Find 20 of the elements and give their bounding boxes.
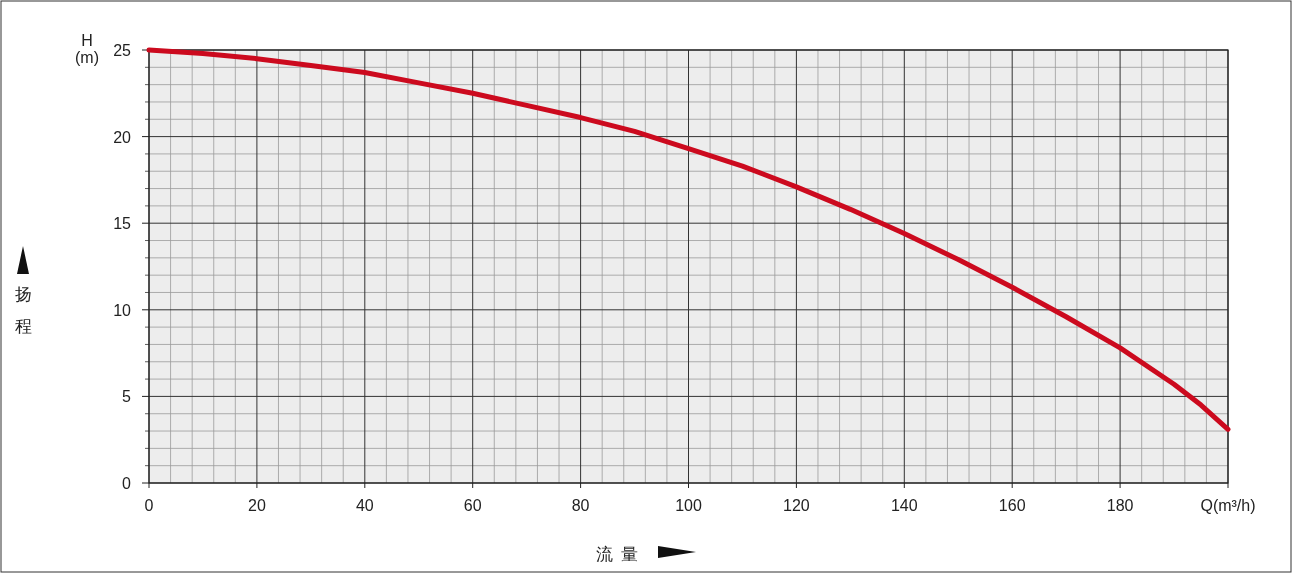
y-tick-label: 0 [122, 475, 132, 492]
x-tick-label: 60 [463, 497, 482, 514]
x-tick-label: Q(m³/h) [1200, 497, 1256, 514]
x-tick-label: 40 [355, 497, 374, 514]
x-axis-title: 流量 [596, 545, 646, 564]
y-axis-title: 扬程 [14, 285, 32, 336]
y-tick-label: 5 [122, 388, 132, 406]
x-tick-label: 180 [1106, 497, 1134, 514]
y-tick-label: 25 [113, 42, 132, 59]
x-tick-label: 0 [144, 497, 154, 514]
x-tick-label: 20 [248, 497, 266, 514]
text: H (m) [75, 32, 99, 66]
x-tick-label: 80 [571, 497, 590, 514]
x-tick-label: 140 [890, 497, 918, 514]
y-tick-label: 15 [113, 215, 132, 233]
y-tick-label: 10 [113, 301, 132, 319]
x-tick-label: 100 [675, 497, 702, 514]
x-tick-label: 160 [998, 497, 1026, 514]
x-tick-label: 120 [783, 497, 810, 514]
y-tick-label: 20 [113, 128, 132, 146]
